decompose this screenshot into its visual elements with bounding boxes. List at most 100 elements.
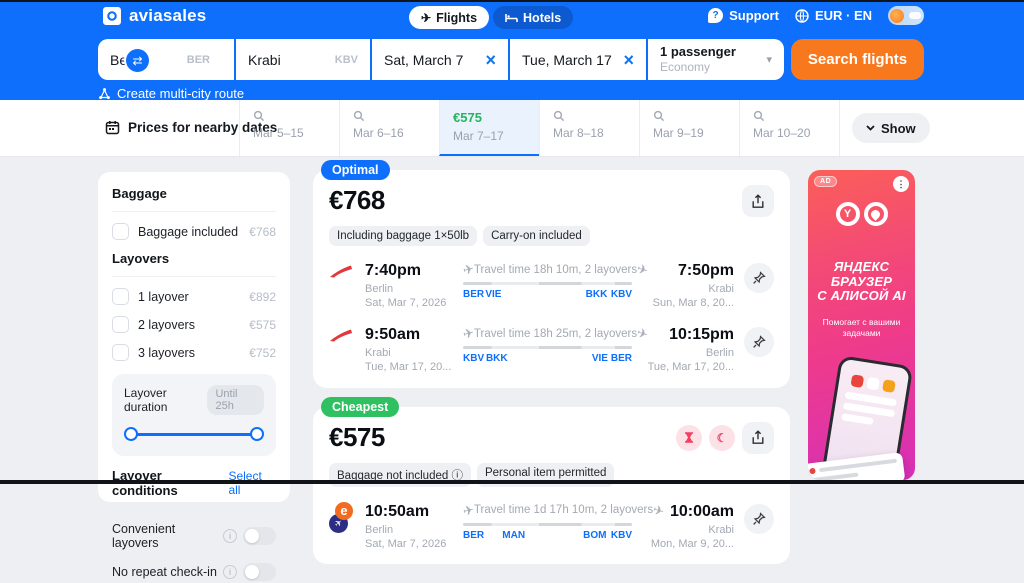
date-tabs: Mar 5–15 Mar 6–16 €575 Mar 7–17 Mar 8–18… — [239, 100, 840, 156]
filter-price: €575 — [249, 317, 276, 332]
checkbox[interactable] — [112, 344, 129, 361]
flight-segment[interactable]: e ✈ 7:40pm Berlin Sat, Mar 7, 2026 ✈ Tra… — [329, 261, 774, 310]
arrival-time: 10:15pm — [669, 326, 734, 344]
fare-price: €768 — [329, 185, 385, 215]
toggle-switch[interactable] — [243, 563, 276, 581]
destination-code: KBV — [334, 53, 358, 66]
condition-toggle-row: No repeat check-in i — [112, 563, 276, 581]
pin-button[interactable] — [744, 503, 774, 534]
filter-checkbox-row[interactable]: 3 layovers €752 — [112, 344, 276, 361]
passengers-field[interactable]: 1 passenger Economy ▾ — [648, 39, 784, 80]
departure-date: Tue, Mar 17, 20... — [365, 361, 452, 374]
return-date-field[interactable]: Tue, March 17 × — [510, 39, 646, 80]
info-icon[interactable]: i — [223, 565, 237, 579]
tab-hotels[interactable]: Hotels — [493, 6, 574, 29]
show-calendar-button[interactable]: Show — [852, 113, 930, 143]
search-icon — [253, 110, 265, 122]
support-link[interactable]: ? Support — [708, 8, 779, 23]
locale-selector[interactable]: EUR · EN — [795, 8, 872, 23]
filter-price: €752 — [249, 345, 276, 360]
origin-code: BER — [186, 53, 210, 66]
clear-return-date-icon[interactable]: × — [623, 49, 634, 70]
ad-banner[interactable]: AD ⋮ Y ЯНДЕКС БРАУЗЕР С АЛИСОЙ AI Помога… — [808, 170, 915, 480]
share-button[interactable] — [742, 421, 774, 454]
slider-track — [128, 433, 260, 436]
flight-segment[interactable]: e ✈ 10:50am Berlin Sat, Mar 7, 2026 ✈ Tr… — [329, 501, 774, 551]
calendar-icon — [105, 121, 120, 135]
route-bar — [463, 346, 632, 350]
segments: e ✈ 10:50am Berlin Sat, Mar 7, 2026 ✈ Tr… — [329, 501, 774, 551]
search-flights-button[interactable]: Search flights — [791, 39, 924, 80]
checkbox[interactable] — [112, 223, 129, 240]
route-bar — [463, 522, 632, 526]
date-tab[interactable]: Mar 8–18 — [539, 100, 639, 156]
filter-checkbox-row[interactable]: 1 layover €892 — [112, 288, 276, 305]
filters-sidebar: Baggage Baggage included €768 Layovers 1… — [98, 172, 290, 581]
checkbox[interactable] — [112, 316, 129, 333]
slider-handle-min[interactable] — [124, 427, 138, 441]
search-results: Optimal €768 ☾ Including baggage 1×50lbC… — [313, 160, 790, 583]
yandex-browser-logo: Y — [808, 202, 915, 226]
share-icon — [752, 193, 764, 208]
travel-time: Travel time 1d 17h 10m, 2 layovers — [473, 504, 654, 517]
destination-field[interactable]: Krabi KBV — [236, 39, 370, 80]
condition-toggle-row: Convenient layovers i — [112, 522, 276, 550]
departure-city: Berlin — [365, 523, 394, 536]
tab-flights[interactable]: ✈ Flights — [409, 6, 490, 29]
departure-date: Sat, Mar 7, 2026 — [365, 297, 447, 310]
slider-handle-max[interactable] — [250, 427, 264, 441]
date-tab[interactable]: Mar 5–15 — [239, 100, 339, 156]
info-icon[interactable]: i — [223, 529, 237, 543]
departure-time: 7:40pm — [365, 262, 422, 279]
pin-button[interactable] — [744, 263, 774, 293]
layover-duration-slider[interactable] — [124, 427, 264, 442]
ad-menu-icon[interactable]: ⋮ — [893, 176, 909, 192]
long-layover-icon — [676, 424, 702, 451]
passengers-value: 1 passenger — [660, 43, 736, 59]
swap-cities-button[interactable]: ⇄ — [126, 49, 149, 72]
filter-checkbox-row[interactable]: 2 layovers €575 — [112, 316, 276, 333]
arrival-city: Krabi — [708, 282, 734, 295]
layovers-section-title: Layovers — [112, 251, 170, 266]
origin-field[interactable]: Berlin BER — [98, 39, 234, 80]
share-button[interactable] — [742, 185, 774, 217]
airport-code: BER — [610, 353, 632, 365]
checkbox[interactable] — [112, 288, 129, 305]
arrival-city: Berlin — [705, 347, 734, 360]
depart-date-field[interactable]: Sat, March 7 × — [372, 39, 508, 80]
tab-hotels-label: Hotels — [523, 10, 562, 25]
date-tab[interactable]: Mar 10–20 — [739, 100, 840, 156]
clear-depart-date-icon[interactable]: × — [485, 49, 496, 70]
date-tab[interactable]: Mar 6–16 — [339, 100, 439, 156]
date-tab-price: €575 — [453, 110, 482, 125]
bed-icon — [505, 13, 518, 22]
date-tab[interactable]: €575 Mar 7–17 — [439, 100, 539, 156]
airline-logo-orange: e — [335, 501, 353, 520]
ad-badge: AD — [814, 176, 838, 187]
filter-label: Baggage included — [138, 224, 239, 239]
date-tab-label: Mar 10–20 — [753, 126, 811, 140]
date-tab[interactable]: Mar 9–19 — [639, 100, 739, 156]
layover-duration-value: Until 25h — [207, 385, 264, 415]
airport-code: KBV — [610, 529, 632, 541]
airport-code: MAN — [502, 529, 526, 541]
chevron-down-icon: ▾ — [766, 54, 772, 66]
pin-icon — [753, 271, 766, 284]
filter-checkbox-row[interactable]: Baggage included €768 — [112, 223, 276, 240]
toggle-switch[interactable] — [243, 527, 276, 545]
fare-tag: Including baggage 1×50lb — [329, 226, 478, 246]
airline-logo — [329, 263, 355, 281]
condition-label: No repeat check-in — [112, 565, 217, 579]
flight-segment[interactable]: e ✈ 9:50am Krabi Tue, Mar 17, 20... ✈ Tr… — [329, 325, 774, 374]
pin-button[interactable] — [744, 327, 774, 358]
aviasales-logo[interactable]: aviasales — [102, 6, 206, 26]
departure-time: 9:50am — [365, 326, 421, 344]
multicity-link[interactable]: Create multi-city route — [98, 86, 244, 101]
route-codes: BER MAN BOM KBV — [463, 530, 632, 543]
theme-toggle[interactable] — [888, 6, 924, 25]
search-icon — [353, 110, 365, 122]
ad-subtext: Помогает с вашими задачами — [822, 317, 901, 339]
return-date-value: Tue, March 17 — [522, 51, 612, 68]
airport-code: VIE — [485, 289, 502, 300]
airport-code: KBV — [463, 353, 485, 365]
